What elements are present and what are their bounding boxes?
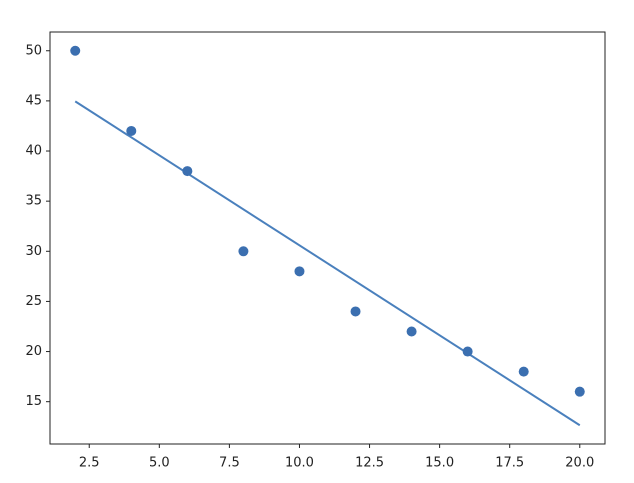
point [238, 246, 249, 257]
y-tick-label: 40 [25, 144, 42, 159]
point [350, 306, 361, 317]
fit-line [74, 100, 581, 427]
point [574, 386, 585, 397]
point [406, 326, 417, 337]
y-tick-label: 45 [25, 93, 42, 108]
point [294, 266, 305, 277]
y-tick-label: 25 [25, 294, 42, 309]
plot-frame [49, 31, 606, 445]
y-tick-label: 35 [25, 194, 42, 209]
x-tick-label: 15.0 [425, 456, 454, 471]
x-tick-label: 5.0 [149, 456, 170, 471]
x-tick-label: 7.5 [219, 456, 240, 471]
point [462, 346, 473, 357]
point [182, 166, 193, 177]
y-tick-label: 15 [25, 394, 42, 409]
point [518, 366, 529, 377]
point [70, 45, 81, 56]
x-tick-label: 17.5 [495, 456, 524, 471]
y-tick-label: 30 [25, 244, 42, 259]
y-tick-label: 20 [25, 344, 42, 359]
x-tick-label: 12.5 [355, 456, 384, 471]
x-tick-label: 10.0 [285, 456, 314, 471]
x-tick-label: 20.0 [565, 456, 594, 471]
y-tick-label: 50 [25, 43, 42, 58]
x-tick-label: 2.5 [79, 456, 100, 471]
point [126, 125, 137, 136]
